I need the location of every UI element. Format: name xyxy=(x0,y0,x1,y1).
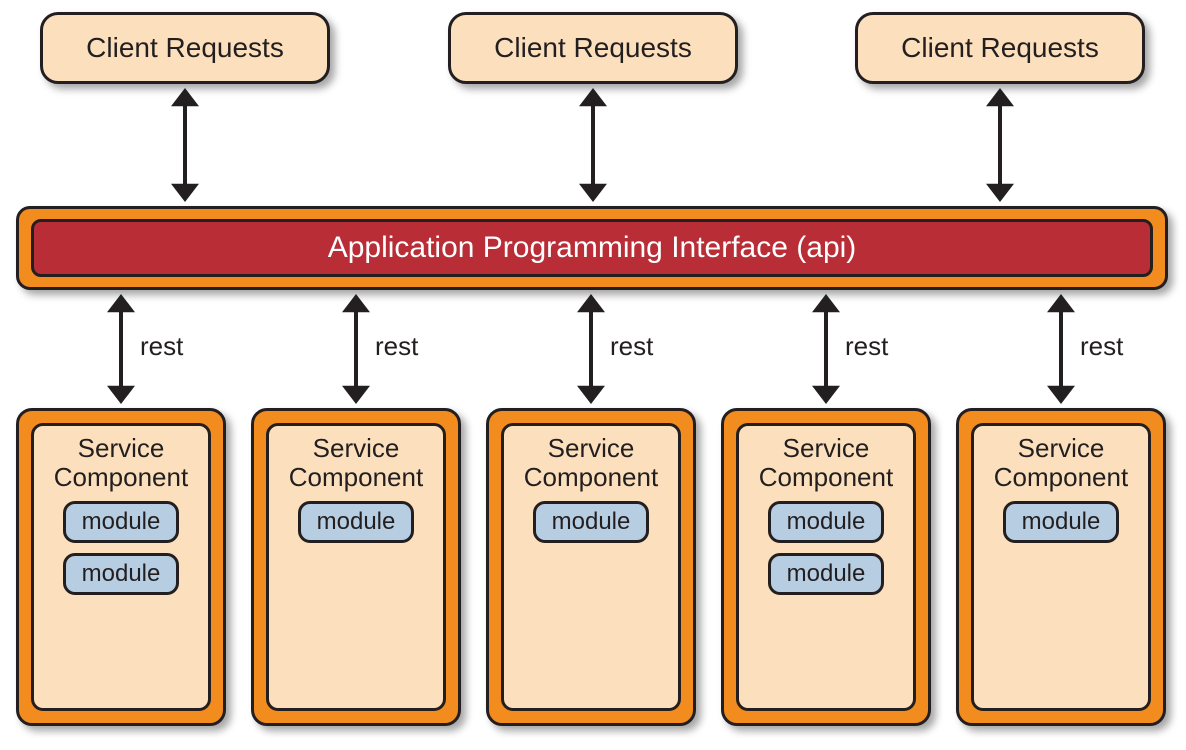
service-component-title: ServiceComponent xyxy=(54,434,188,491)
rest-label: rest xyxy=(1080,331,1123,362)
service-component-outer: ServiceComponent module xyxy=(486,408,696,726)
service-component-title: ServiceComponent xyxy=(289,434,423,491)
module-box: module xyxy=(63,501,180,543)
service-component-outer: ServiceComponent module module xyxy=(16,408,226,726)
service-component-title: ServiceComponent xyxy=(759,434,893,491)
module-box: module xyxy=(768,553,885,595)
service-component-title: ServiceComponent xyxy=(994,434,1128,491)
double-arrow xyxy=(571,294,611,404)
double-arrow xyxy=(101,294,141,404)
module-box: module xyxy=(63,553,180,595)
service-component-inner: ServiceComponent module xyxy=(971,423,1151,711)
service-component-outer: ServiceComponent module xyxy=(251,408,461,726)
rest-label: rest xyxy=(845,331,888,362)
client-requests-box: Client Requests xyxy=(40,12,330,84)
module-box: module xyxy=(768,501,885,543)
rest-label: rest xyxy=(375,331,418,362)
service-component-inner: ServiceComponent module module xyxy=(31,423,211,711)
client-requests-box: Client Requests xyxy=(855,12,1145,84)
double-arrow xyxy=(336,294,376,404)
service-component-title: ServiceComponent xyxy=(524,434,658,491)
service-component-inner: ServiceComponent module xyxy=(501,423,681,711)
rest-label: rest xyxy=(610,331,653,362)
rest-label: rest xyxy=(140,331,183,362)
module-box: module xyxy=(533,501,650,543)
double-arrow xyxy=(165,88,205,202)
module-box: module xyxy=(298,501,415,543)
api-layer-outer: Application Programming Interface (api) xyxy=(16,206,1168,290)
api-layer-label: Application Programming Interface (api) xyxy=(31,219,1153,277)
double-arrow xyxy=(980,88,1020,202)
double-arrow xyxy=(806,294,846,404)
module-box: module xyxy=(1003,501,1120,543)
diagram-canvas: Client Requests Client Requests Client Req… xyxy=(0,0,1186,750)
service-component-outer: ServiceComponent module xyxy=(956,408,1166,726)
double-arrow xyxy=(573,88,613,202)
client-requests-box: Client Requests xyxy=(448,12,738,84)
service-component-inner: ServiceComponent module xyxy=(266,423,446,711)
service-component-inner: ServiceComponent module module xyxy=(736,423,916,711)
double-arrow xyxy=(1041,294,1081,404)
service-component-outer: ServiceComponent module module xyxy=(721,408,931,726)
